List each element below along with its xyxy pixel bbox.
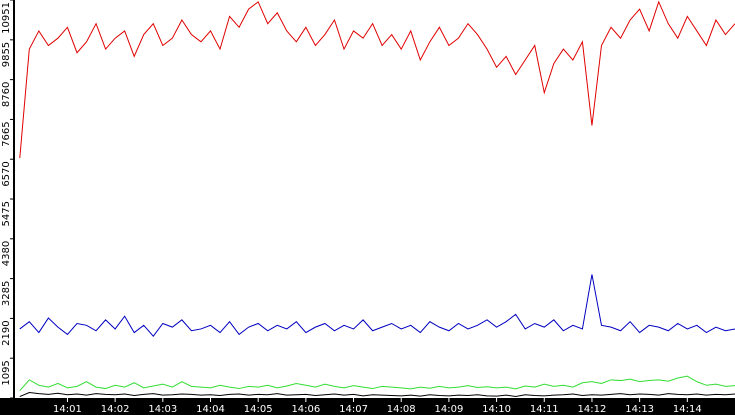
x-tick-label: 14:05 xyxy=(244,404,273,415)
y-tick-label: 9855 xyxy=(1,42,12,67)
y-tick-label: 7665 xyxy=(1,121,12,146)
x-tick-label: 14:07 xyxy=(339,404,368,415)
y-tick-label: 3285 xyxy=(1,281,12,306)
series-line xyxy=(19,375,735,392)
y-tick-label: 0 xyxy=(1,400,12,406)
x-tick-label: 14:01 xyxy=(53,404,82,415)
series-line xyxy=(19,274,735,338)
x-tick-label: 14:11 xyxy=(530,404,559,415)
series-line xyxy=(19,0,735,159)
y-tick-label: 1095 xyxy=(1,360,12,385)
x-tick-label: 14:14 xyxy=(673,404,702,415)
x-axis-bar xyxy=(0,398,735,415)
x-tick-label: 14:04 xyxy=(196,404,225,415)
y-tick-label: 2190 xyxy=(1,320,12,345)
y-tick-label: 4380 xyxy=(1,241,12,266)
x-tick-label: 14:03 xyxy=(148,404,177,415)
x-tick-label: 14:09 xyxy=(434,404,463,415)
x-tick-label: 14:06 xyxy=(291,404,320,415)
x-tick-label: 14:12 xyxy=(578,404,607,415)
x-tick-label: 14:10 xyxy=(482,404,511,415)
y-tick-label: 10951 xyxy=(1,2,12,34)
x-tick-label: 14:08 xyxy=(387,404,416,415)
y-tick-label: 5475 xyxy=(1,201,12,226)
y-tick-label: 8760 xyxy=(1,82,12,107)
series-line xyxy=(19,392,735,398)
x-tick-label: 14:02 xyxy=(101,404,130,415)
y-tick-label: 6570 xyxy=(1,161,12,186)
x-tick-label: 14:13 xyxy=(625,404,654,415)
